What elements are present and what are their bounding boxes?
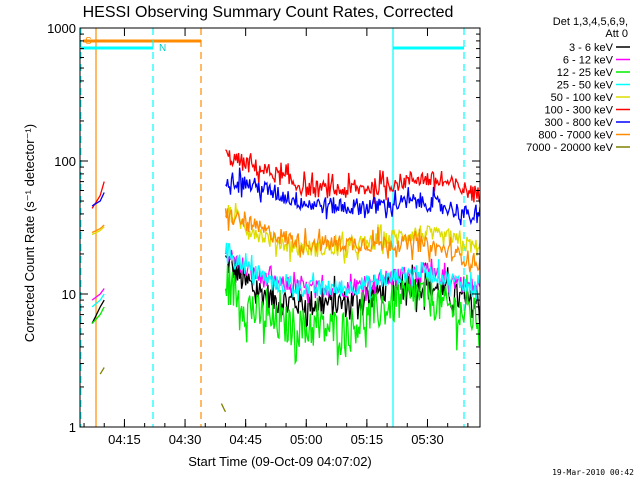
legend-label: 25 - 50 keV [557,80,614,92]
legend-header-1: Det 1,3,4,5,6,9, [553,16,628,28]
x-tick-label: 05:30 [411,432,444,447]
axes: 04:15 04:30 04:45 05:00 05:15 05:30 1 10 100 1000 [47,21,480,447]
x-tick-label: 04:15 [108,432,141,447]
night-label: N [159,43,166,54]
series-trace [91,288,105,301]
legend-label: 6 - 12 keV [563,55,614,67]
x-tick-label: 04:30 [169,432,202,447]
y-tick-label: 100 [54,154,76,169]
series-trace [91,226,105,236]
series-trace [91,293,105,308]
series-25-50-kev [91,242,480,308]
series-trace [91,224,105,234]
series-800-7000-kev [91,208,480,273]
series-trace [99,367,105,375]
series-trace [224,242,480,301]
event-markers: S N [80,28,465,427]
legend-label: 12 - 25 keV [557,67,614,79]
legend-label: 300 - 800 keV [545,117,614,129]
legend-label: 7000 - 20000 keV [526,142,614,154]
x-axis-label: Start Time (09-Oct-09 04:07:02) [188,454,372,469]
series-trace [225,167,480,226]
series-trace [91,192,105,207]
chart-title: HESSI Observing Summary Count Rates, Cor… [83,4,454,21]
legend-label: 100 - 300 keV [545,105,614,117]
y-axis-label: Corrected Count Rate (s⁻¹ detector⁻¹) [22,124,37,342]
y-tick-label: 1000 [47,21,76,36]
series-12-25-kev [91,265,480,366]
y-tick-label: 10 [62,287,76,302]
saa-label: S [85,36,92,47]
series-layer [91,149,480,413]
x-tick-label: 05:15 [351,432,384,447]
legend-label: 50 - 100 keV [551,92,614,104]
series-trace [220,403,227,413]
generation-timestamp: 19-Mar-2010 00:42 [552,468,634,477]
series-trace [224,208,480,273]
plot-frame [79,27,481,428]
x-tick-label: 05:00 [290,432,323,447]
series-trace [224,203,480,264]
x-tick-label: 04:45 [229,432,262,447]
series-trace [225,149,480,204]
legend-header-2: Att 0 [605,28,628,40]
series-7000-20000-kev [99,367,227,413]
series-trace [224,265,480,366]
legend-label: 3 - 6 keV [569,42,614,54]
series-50-100-kev [91,203,480,264]
series-300-800-kev [91,167,480,226]
y-tick-label: 1 [69,420,76,435]
legend-label: 800 - 7000 keV [538,130,613,142]
series-trace [91,299,105,324]
series-trace [91,306,105,324]
